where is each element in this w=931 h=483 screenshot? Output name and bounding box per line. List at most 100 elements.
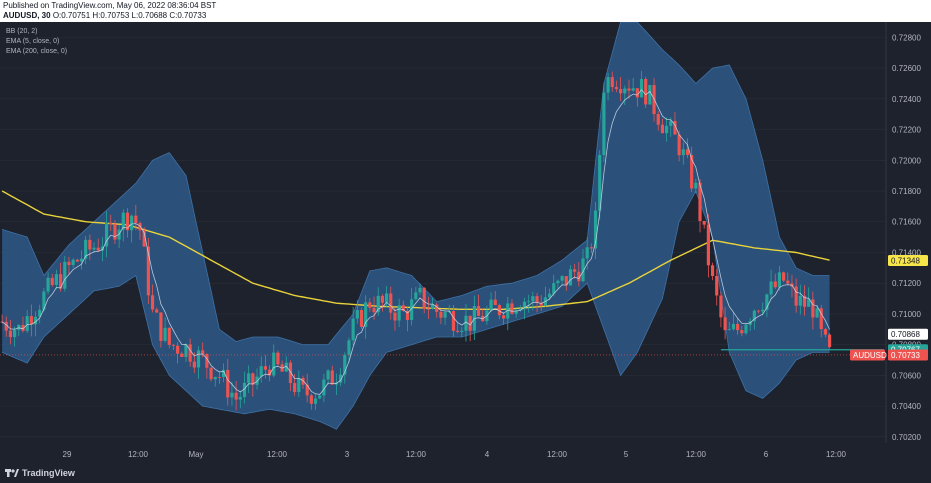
candle-body [251,373,255,385]
candle-body [715,276,719,296]
candle-body [347,340,351,356]
candle-body [610,77,614,88]
candle-body [171,344,176,346]
price-tick-label: 0.70200 [892,433,921,442]
candle-body [681,149,685,156]
candle-body [21,324,25,331]
candle-body [802,295,807,307]
candle-body [589,247,593,249]
candle-body [234,392,238,400]
candle-body [497,305,502,316]
candle-body [263,366,267,370]
candle-body [84,239,88,259]
candle-body [309,395,313,404]
candle-body [573,269,577,272]
candle-body [25,316,29,331]
candle-body [13,329,17,338]
candle-body [531,296,535,302]
candle-body [435,304,439,312]
price-tick-label: 0.71800 [892,187,921,196]
candle-body [125,212,130,231]
candle-body [301,377,305,385]
candle-body [4,321,8,331]
candle-body [418,287,422,293]
price-chart[interactable]: 0.72800 0.72600 0.72400 0.72200 0.72000 0.718… [0,22,931,465]
candle-body [54,274,59,285]
candle-body [242,382,247,397]
candle-body [393,312,397,321]
candle-body [410,299,414,321]
time-tick-label: 5 [624,450,629,459]
price-tick-label: 0.70400 [892,402,921,411]
time-axis[interactable]: 29 12:00 May 12:00 3 12:00 4 12:00 5 12:00 6 12:00 [63,450,847,459]
candle-body [468,315,472,331]
candle-body [560,276,564,281]
candle-body [142,230,146,247]
candle-body [765,294,769,310]
candle-body [134,215,138,223]
candle-body [104,222,109,247]
candle-body [38,309,42,317]
chart-header: Published on TradingView.com, May 06, 20… [0,0,931,22]
candle-body [443,312,447,318]
price-tick-label: 0.72200 [892,126,921,135]
candle-body [209,367,213,380]
tradingview-logo-icon [5,469,19,477]
candle-body [180,353,184,358]
candle-body [556,280,560,284]
indicator-ema-5[interactable]: EMA (5, close, 0) [6,38,60,45]
ema-5-line [1,89,830,395]
candle-body [167,327,171,345]
candle-body [736,323,740,331]
candle-body [343,355,347,375]
candle-body [376,295,380,313]
candle-body [510,303,514,314]
indicator-legend: BB (20, 2) EMA (5, close, 0) EMA (200, c… [6,27,67,57]
candle-body [397,305,401,321]
candle-body [807,299,811,307]
candle-body [514,310,518,314]
indicator-ema-200[interactable]: EMA (200, close, 0) [6,48,68,55]
footer: TradingView [0,465,931,483]
candle-body [71,259,75,265]
candle-body [29,316,33,325]
candle-body [401,305,405,311]
price-tag-box [888,349,928,361]
candle-body [706,224,710,266]
bollinger-lower-line [1,190,830,430]
price-tick-label: 0.71200 [892,279,921,288]
price-tag-value: 0.70733 [891,351,920,360]
candle-body [380,295,384,303]
candle-body [752,310,756,322]
candle-body [201,350,205,355]
candle-body [75,259,79,262]
brand-name: TradingView [22,468,75,478]
time-tick-label: 29 [63,450,72,459]
candle-body [67,261,71,265]
candle-body [146,246,150,296]
candle-body [827,334,832,348]
candle-body [698,182,702,221]
candle-body [786,280,790,284]
price-tick-label: 0.71000 [892,310,921,319]
price-tag-ema5: 0.70868 [888,328,928,340]
price-tick-label: 0.72400 [892,95,921,104]
candle-body [364,302,368,327]
candle-body [502,315,506,319]
candle-body [648,85,652,105]
price-tag-ema200: 0.71348 [888,254,928,266]
candle-body [518,309,522,311]
candle-body [598,154,602,211]
candle-body [113,224,117,240]
candle-body [405,310,410,321]
candle-body [384,293,389,303]
candle-body [313,398,318,404]
candle-body [217,376,221,378]
indicator-bb[interactable]: BB (20, 2) [6,28,38,35]
candle-body [259,366,263,377]
candle-body [731,323,736,330]
price-axis[interactable]: 0.72800 0.72600 0.72400 0.72200 0.72000 0.718… [892,33,921,441]
candle-body [656,114,660,125]
candle-body [109,222,113,225]
